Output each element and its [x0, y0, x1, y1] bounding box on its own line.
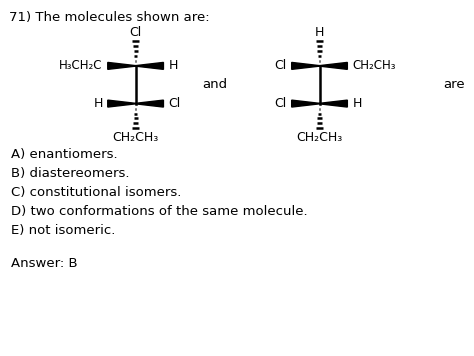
Polygon shape: [319, 100, 347, 107]
Polygon shape: [319, 62, 347, 69]
Text: H: H: [168, 59, 178, 72]
Polygon shape: [136, 100, 164, 107]
Text: H: H: [352, 97, 362, 110]
Text: D) two conformations of the same molecule.: D) two conformations of the same molecul…: [11, 205, 308, 218]
Text: A) enantiomers.: A) enantiomers.: [11, 148, 118, 161]
Polygon shape: [292, 100, 319, 107]
Text: are: are: [443, 78, 465, 91]
Text: E) not isomeric.: E) not isomeric.: [11, 224, 116, 237]
Text: Cl: Cl: [129, 26, 142, 39]
Text: Answer: B: Answer: B: [11, 257, 78, 270]
Text: H: H: [93, 97, 103, 110]
Text: CH₂CH₃: CH₂CH₃: [112, 131, 159, 144]
Text: B) diastereomers.: B) diastereomers.: [11, 167, 130, 180]
Text: Cl: Cl: [274, 59, 287, 72]
Text: C) constitutional isomers.: C) constitutional isomers.: [11, 186, 182, 199]
Text: and: and: [202, 78, 228, 91]
Polygon shape: [292, 62, 319, 69]
Text: CH₂CH₃: CH₂CH₃: [352, 59, 396, 72]
Text: Cl: Cl: [274, 97, 287, 110]
Polygon shape: [136, 62, 164, 69]
Text: H₃CH₂C: H₃CH₂C: [59, 59, 103, 72]
Polygon shape: [108, 100, 136, 107]
Text: H: H: [315, 26, 324, 39]
Polygon shape: [108, 62, 136, 69]
Text: Cl: Cl: [168, 97, 181, 110]
Text: CH₂CH₃: CH₂CH₃: [296, 131, 343, 144]
Text: 71) The molecules shown are:: 71) The molecules shown are:: [9, 11, 210, 24]
